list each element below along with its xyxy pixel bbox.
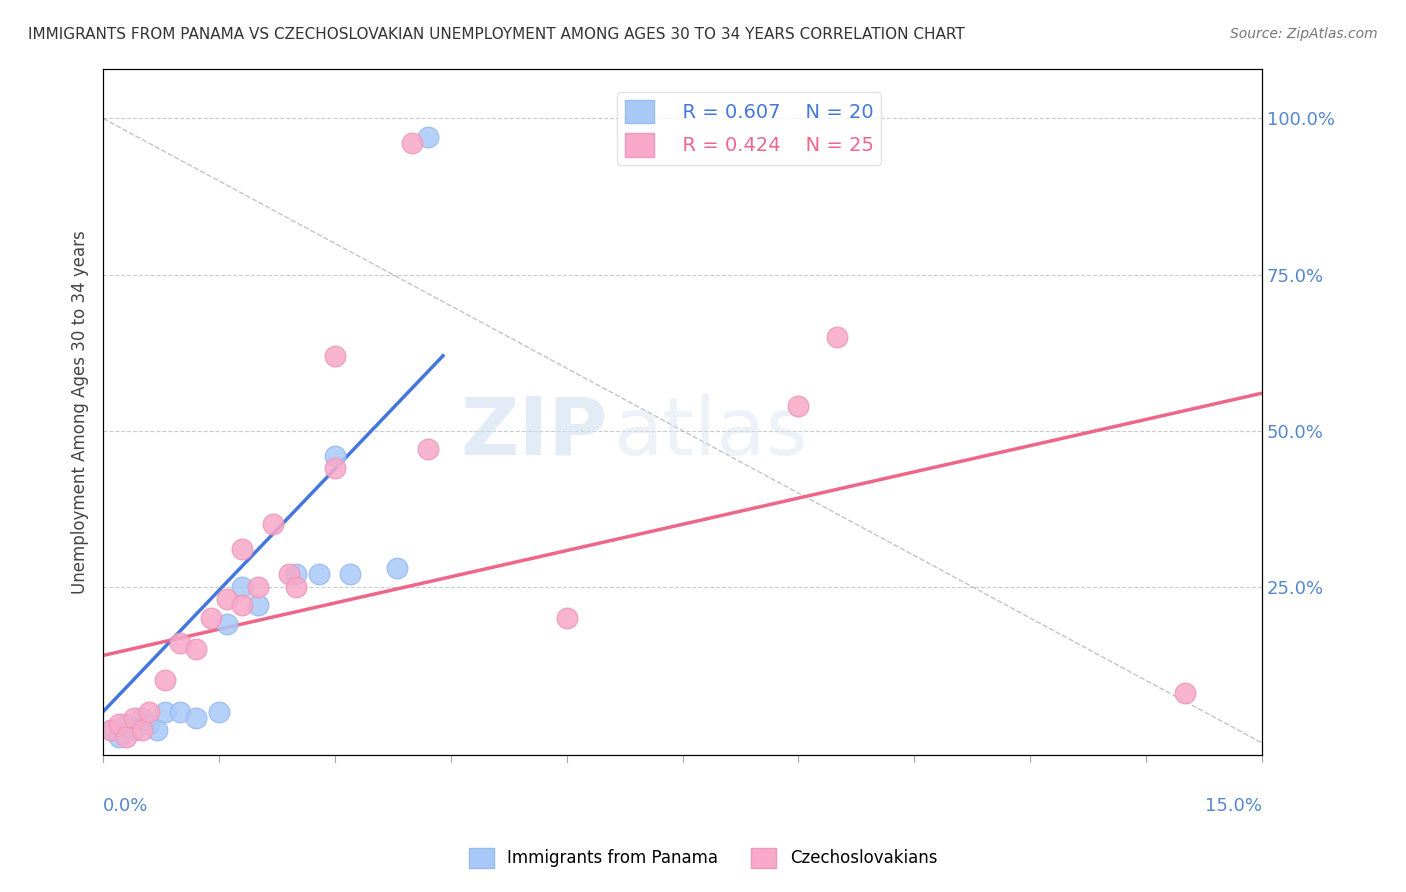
Point xyxy=(100,723,122,738)
Point xyxy=(787,399,810,413)
Point xyxy=(131,711,153,725)
Point xyxy=(231,580,253,594)
Point xyxy=(184,711,207,725)
Text: 0.0%: 0.0% xyxy=(103,797,149,814)
Point xyxy=(138,717,160,731)
Point xyxy=(277,567,299,582)
Point xyxy=(262,517,284,532)
Text: 15.0%: 15.0% xyxy=(1205,797,1263,814)
Point xyxy=(323,449,346,463)
Y-axis label: Unemployment Among Ages 30 to 34 years: Unemployment Among Ages 30 to 34 years xyxy=(72,230,89,594)
Point xyxy=(115,730,138,744)
Text: atlas: atlas xyxy=(613,393,807,472)
Point xyxy=(555,611,578,625)
Point xyxy=(146,723,169,738)
Point xyxy=(131,723,153,738)
Point xyxy=(308,567,330,582)
Point xyxy=(825,330,848,344)
Point xyxy=(246,599,269,613)
Point xyxy=(138,705,160,719)
Point xyxy=(153,673,176,688)
Legend: Immigrants from Panama, Czechoslovakians: Immigrants from Panama, Czechoslovakians xyxy=(463,841,943,875)
Point xyxy=(416,442,439,457)
Point xyxy=(122,711,145,725)
Legend:   R = 0.607    N = 20,   R = 0.424    N = 25: R = 0.607 N = 20, R = 0.424 N = 25 xyxy=(617,92,882,165)
Text: IMMIGRANTS FROM PANAMA VS CZECHOSLOVAKIAN UNEMPLOYMENT AMONG AGES 30 TO 34 YEARS: IMMIGRANTS FROM PANAMA VS CZECHOSLOVAKIA… xyxy=(28,27,965,42)
Point xyxy=(122,723,145,738)
Point xyxy=(153,705,176,719)
Point xyxy=(401,136,423,151)
Point xyxy=(231,542,253,557)
Text: ZIP: ZIP xyxy=(460,393,607,472)
Point xyxy=(339,567,361,582)
Point xyxy=(385,561,408,575)
Point xyxy=(208,705,231,719)
Point xyxy=(169,705,191,719)
Point xyxy=(323,349,346,363)
Point xyxy=(215,617,238,632)
Point xyxy=(115,717,138,731)
Point xyxy=(107,717,129,731)
Point xyxy=(100,723,122,738)
Point xyxy=(184,642,207,657)
Point xyxy=(323,461,346,475)
Point xyxy=(215,592,238,607)
Point xyxy=(200,611,222,625)
Point xyxy=(169,636,191,650)
Point xyxy=(285,580,308,594)
Point xyxy=(285,567,308,582)
Point xyxy=(107,730,129,744)
Point xyxy=(1174,686,1197,700)
Point xyxy=(246,580,269,594)
Point xyxy=(416,130,439,145)
Text: Source: ZipAtlas.com: Source: ZipAtlas.com xyxy=(1230,27,1378,41)
Point xyxy=(231,599,253,613)
